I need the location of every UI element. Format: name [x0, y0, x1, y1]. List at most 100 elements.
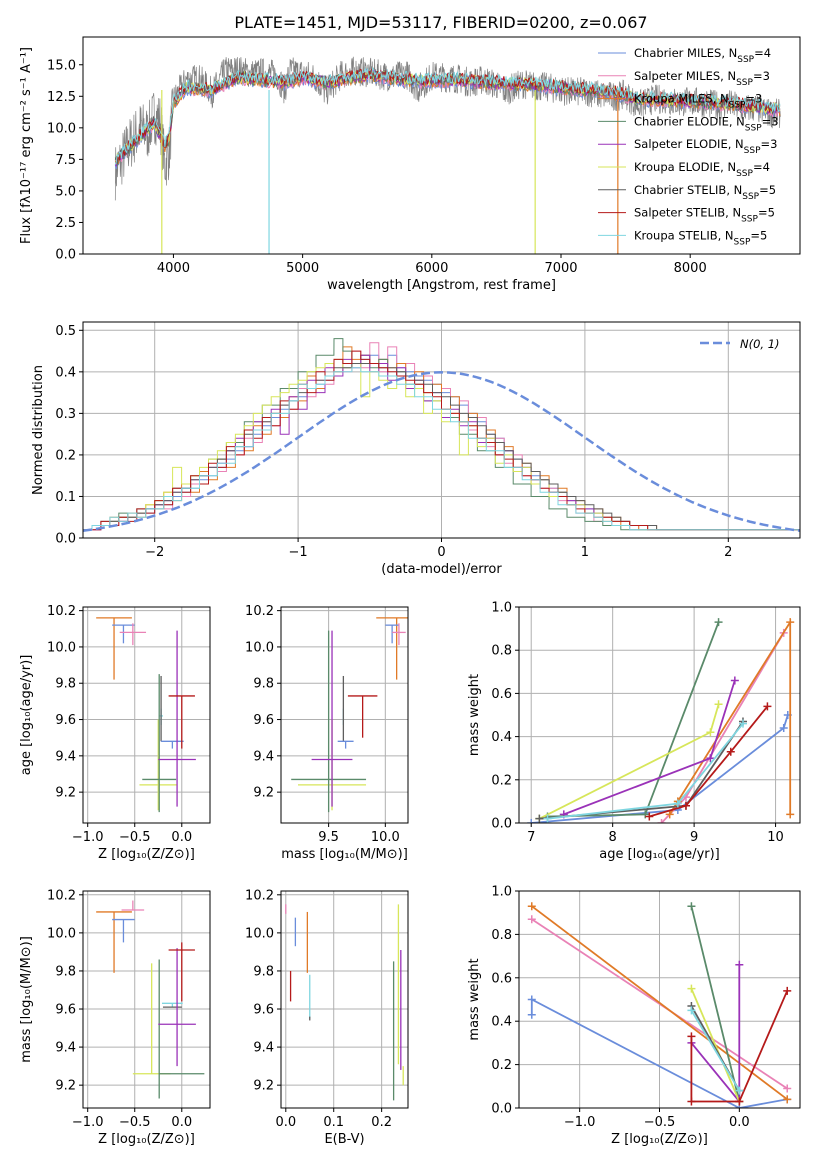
legend-subscript: SSP	[729, 101, 746, 111]
mass-vs-ebv-panel: 0.0 0.1 0.2 9.2 9.4 9.6 9.8 10.0 10.2 E(B-V)	[245, 888, 409, 1147]
y-tick-label: 0.0	[491, 1102, 512, 1117]
y-tick-label: 9.4	[55, 1041, 76, 1056]
x-tick-label: 0.0	[275, 1115, 296, 1130]
grid	[519, 890, 800, 1109]
errorbar-point	[291, 630, 367, 813]
errorbar-point	[142, 674, 177, 813]
plus-marker	[735, 1097, 744, 1106]
y-tick-label: 2.5	[55, 216, 76, 231]
errorbar-point	[112, 918, 135, 943]
x-tick-label: 4000	[157, 261, 190, 276]
x-tick-label: 10.0	[371, 830, 400, 845]
x-axis-label: mass [log₁₀(M/M⊙)]	[281, 847, 408, 862]
plus-marker	[687, 1097, 696, 1106]
grid	[281, 891, 408, 1108]
y-tick-label: 9.2	[55, 1079, 76, 1094]
x-axis-label: wavelength [Angstrom, rest frame]	[327, 278, 556, 293]
x-axis-label: Z [log₁₀(Z/Z⊙)]	[98, 847, 195, 862]
x-tick-label: −0.5	[119, 830, 151, 845]
x-axis-label: Z [log₁₀(Z/Z⊙)]	[98, 1132, 195, 1147]
legend-subscript: SSP	[742, 192, 759, 202]
legend-label: Chabrier ELODIE, NSSP=3	[634, 114, 779, 133]
plus-marker	[783, 1095, 792, 1104]
plot-area	[96, 617, 196, 813]
mass-weight-line	[690, 990, 789, 1103]
y-axis-label: mass [log₁₀(M/M⊙)]	[19, 936, 34, 1063]
mass-weight-line	[690, 1009, 741, 1092]
plus-marker	[783, 1084, 792, 1093]
y-tick-label: 10.2	[47, 888, 76, 903]
y-tick-label: 10.2	[245, 604, 274, 619]
legend-subscript: SSP	[741, 215, 758, 225]
y-tick-label: 9.6	[55, 1003, 76, 1018]
y-tick-label: 9.4	[253, 749, 274, 764]
plus-marker	[783, 986, 792, 995]
y-tick-label: 10.2	[47, 604, 76, 619]
plus-marker	[735, 960, 744, 969]
observed-spectrum-line	[114, 56, 781, 201]
y-tick-label: 12.5	[47, 90, 76, 105]
grid	[83, 607, 210, 823]
y-tick-label: 0.2	[491, 773, 512, 788]
y-axis-label: mass weight	[467, 958, 482, 1040]
plot-area	[527, 902, 792, 1108]
x-tick-label: 9.5	[318, 830, 339, 845]
x-tick-label: −1.0	[72, 1115, 104, 1130]
y-tick-label: 9.4	[55, 749, 76, 764]
plus-marker	[527, 1010, 536, 1019]
errorbar-point	[119, 623, 147, 646]
y-tick-label: 0.8	[491, 644, 512, 659]
y-axis-label: Normed distribution	[31, 365, 46, 495]
y-tick-label: 9.8	[253, 677, 274, 692]
legend-label: Chabrier STELIB, NSSP=5	[634, 183, 776, 202]
errorbar-point	[139, 719, 178, 811]
model-spectrum-line	[114, 67, 781, 165]
plus-marker	[645, 812, 654, 821]
figure-title: PLATE=1451, MJD=53117, FIBERID=0200, z=0…	[234, 13, 647, 32]
x-tick-label: 6000	[415, 261, 448, 276]
y-axis-label: mass weight	[467, 674, 482, 756]
plus-marker	[687, 902, 696, 911]
legend-label: Chabrier MILES, NSSP=4	[634, 46, 771, 65]
x-tick-label: 0.0	[171, 830, 192, 845]
plus-marker	[527, 902, 536, 911]
x-tick-label: 7	[527, 830, 535, 845]
y-tick-label: 9.6	[55, 713, 76, 728]
legend-count: =5	[759, 183, 776, 197]
mass-weight-vs-metallicity-panel: −1.0 −0.5 0.0 0.0 0.2 0.4 0.6 0.8 1.0 Z [log₁₀(Z/…	[467, 885, 801, 1147]
errorbar-point	[132, 963, 171, 1075]
legend-subscript: SSP	[736, 169, 753, 179]
legend-count: =3	[761, 137, 778, 151]
y-tick-label: 1.0	[491, 885, 512, 900]
x-tick-label: 0.0	[729, 1115, 750, 1130]
errorbar-point	[121, 900, 145, 911]
plus-marker	[714, 618, 723, 627]
y-tick-label: 0.4	[491, 730, 512, 745]
y-tick-label: 9.4	[253, 1041, 274, 1056]
axes-frame	[82, 606, 211, 824]
y-axis-label: Flux [fλ10⁻¹⁷ erg cm⁻² s⁻¹ A⁻¹]	[19, 47, 34, 244]
plot-area	[83, 338, 800, 538]
y-tick-label: 0.4	[55, 365, 76, 380]
y-tick-label: 10.0	[245, 640, 274, 655]
x-axis-label: Z [log₁₀(Z/Z⊙)]	[611, 1132, 708, 1147]
grid	[83, 322, 800, 539]
y-tick-label: 10.2	[245, 888, 274, 903]
legend-count: =5	[750, 228, 767, 242]
legend-subscript: SSP	[734, 237, 751, 247]
y-tick-label: 0.0	[55, 248, 76, 263]
mass-weight-vs-age-panel: 7 8 9 10 0.0 0.2 0.4 0.6 0.8 1.0 age [log₁₀(age/yr…	[467, 601, 801, 862]
plus-marker	[730, 676, 739, 685]
errorbar-point	[376, 617, 408, 680]
plus-marker	[535, 814, 544, 823]
age-vs-mass-panel: 9.5 10.0 9.2 9.4 9.6 9.8 10.0 10.2 mass [log₁₀(M…	[245, 604, 409, 862]
x-tick-label: −2	[145, 545, 164, 560]
legend-label: Salpeter MILES, NSSP=3	[634, 69, 770, 88]
plus-marker	[687, 1032, 696, 1041]
y-tick-label: 10.0	[47, 926, 76, 941]
y-tick-label: 0.0	[491, 817, 512, 832]
plus-marker	[706, 754, 715, 763]
grid	[83, 891, 210, 1108]
axes-frame	[82, 890, 211, 1109]
